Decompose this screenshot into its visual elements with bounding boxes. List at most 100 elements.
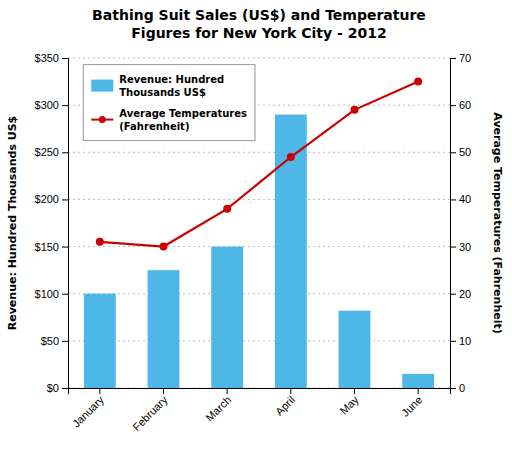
tick-label: $150: [35, 241, 59, 253]
grid-line: [68, 293, 450, 294]
tick-label: $50: [41, 335, 59, 347]
axis-title: Revenue: Hundred Thousands US$: [6, 116, 19, 331]
tick: May: [338, 388, 362, 417]
tick: $200: [35, 193, 68, 205]
y-axis: $0 $50 $100 $150 $200 $250 $300 $350: [35, 52, 69, 394]
tick-mark: [163, 388, 164, 394]
axis-line: [451, 59, 457, 389]
tick-mark: [450, 341, 456, 342]
tick-mark: [62, 341, 68, 342]
tick: 60: [450, 99, 471, 111]
tick: 30: [450, 241, 471, 253]
tick-mark: [62, 199, 68, 200]
bar: [275, 115, 307, 388]
tick-label: 20: [459, 288, 471, 300]
bar-series: [84, 115, 434, 388]
tick-label: June: [399, 394, 424, 419]
bar: [84, 294, 116, 388]
plot: JanuaryFebruaryMarchAprilMayJune$0$50$10…: [6, 52, 504, 433]
tick: June: [399, 388, 424, 419]
tick-label: 70: [459, 52, 471, 64]
legend-swatch: [91, 80, 113, 92]
bar: [402, 374, 434, 388]
tick-mark: [354, 388, 355, 394]
tick-mark: [227, 388, 228, 394]
axis-title: Average Temperatures (Fahrenheit): [491, 112, 504, 333]
tick: March: [203, 388, 233, 424]
tick-label: $100: [35, 288, 59, 300]
bar: [211, 247, 243, 388]
tick-mark: [290, 388, 291, 394]
axis-line: [69, 389, 451, 395]
tick: $50: [41, 335, 68, 347]
marker: [160, 243, 168, 251]
tick-mark: [99, 388, 100, 394]
axis-line: [62, 59, 69, 389]
tick: January: [70, 388, 107, 430]
marker: [351, 106, 359, 114]
tick-mark: [62, 247, 68, 248]
tick-mark: [450, 247, 456, 248]
tick-label: 60: [459, 99, 471, 111]
legend-label: Average Temperatures(Fahrenheit): [119, 108, 247, 132]
tick-mark: [62, 152, 68, 153]
legend-frame: [83, 65, 255, 141]
bar: [339, 311, 371, 388]
tick-label: February: [130, 393, 170, 433]
x-axis: JanuaryFebruaryMarchAprilMayJune: [69, 388, 451, 433]
tick-mark: [62, 58, 68, 59]
chart: JanuaryFebruaryMarchAprilMayJune$0$50$10…: [0, 0, 512, 466]
grid-line: [68, 246, 450, 247]
tick-mark: [450, 152, 456, 153]
tick-label: $300: [35, 99, 59, 111]
title: Bathing Suit Sales (US$) and Temperature…: [92, 7, 426, 41]
tick-label: $0: [47, 382, 59, 394]
grid: [68, 58, 450, 388]
marker: [96, 238, 104, 246]
legend-label: Revenue: HundredThousands US$: [119, 74, 224, 98]
tick: $350: [35, 52, 68, 64]
tick-label: $350: [35, 52, 59, 64]
tick-label: March: [203, 394, 233, 424]
legend-entry: Average Temperatures(Fahrenheit): [91, 108, 247, 132]
legend: Revenue: HundredThousands US$ Average Tem…: [83, 65, 255, 141]
legend-entry: Revenue: HundredThousands US$: [91, 74, 224, 98]
tick: $250: [35, 146, 68, 158]
tick: 0: [450, 382, 465, 394]
tick-label: 30: [459, 241, 471, 253]
marker: [414, 78, 422, 86]
tick: 40: [450, 193, 471, 205]
tick-mark: [62, 105, 68, 106]
grid-line: [68, 152, 450, 153]
tick-mark: [450, 388, 456, 389]
tick-label: $250: [35, 146, 59, 158]
grid-line: [68, 58, 450, 59]
tick-mark: [62, 388, 68, 389]
tick: February: [130, 388, 170, 433]
marks: [84, 78, 434, 388]
marker: [287, 153, 295, 161]
tick-label: 0: [459, 382, 465, 394]
tick: 50: [450, 146, 471, 158]
tick-mark: [450, 294, 456, 295]
tick-mark: [450, 199, 456, 200]
tick-label: 10: [459, 335, 471, 347]
tick-label: 40: [459, 193, 471, 205]
tick-mark: [418, 388, 419, 394]
bar: [148, 270, 180, 388]
tick-label: May: [338, 393, 362, 417]
tick-mark: [62, 294, 68, 295]
marker: [223, 205, 231, 213]
tick: 20: [450, 288, 471, 300]
grid-line: [68, 340, 450, 341]
tick-label: January: [70, 393, 107, 430]
tick: 10: [450, 335, 471, 347]
tick: $150: [35, 241, 68, 253]
tick: $100: [35, 288, 68, 300]
legend-marker: [99, 116, 106, 123]
tick-mark: [450, 105, 456, 106]
tick: $0: [47, 382, 68, 394]
tick-mark: [450, 58, 456, 59]
y2-axis: 0 10 20 30 40 50 60 70: [450, 52, 471, 394]
tick-label: $200: [35, 193, 59, 205]
